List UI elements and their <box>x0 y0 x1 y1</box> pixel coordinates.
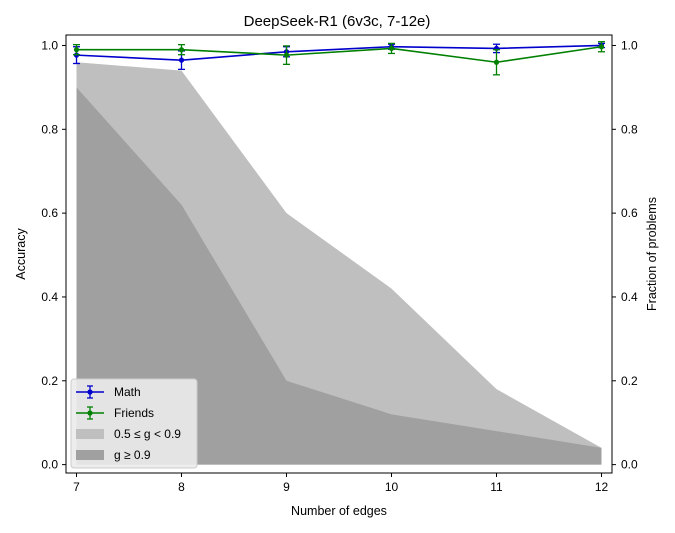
legend-label-friends: Friends <box>114 406 154 420</box>
y2-tick-label: 1.0 <box>621 38 638 52</box>
y-tick-label: 1.0 <box>41 38 58 52</box>
point-friends <box>493 59 500 65</box>
y-axis-right: 0.0 0.2 0.4 0.6 0.8 1.0 <box>612 38 638 472</box>
y-tick-label: 0.4 <box>41 290 58 304</box>
legend-label-0-5-g-0-9: 0.5 ≤ g < 0.9 <box>114 427 181 441</box>
x-tick-label: 10 <box>385 480 399 494</box>
legend-frame <box>70 378 198 469</box>
legend-swatch-0-5-g-0-9 <box>76 429 104 439</box>
x-tick-label: 12 <box>595 480 609 494</box>
chart-title: DeepSeek-R1 (6v3c, 7-12e) <box>244 13 431 30</box>
y-axis-label: Accuracy <box>14 228 28 280</box>
y-axis-left: 0.0 0.2 0.4 0.6 0.8 1.0 <box>41 38 66 472</box>
x-tick-label: 9 <box>283 480 290 494</box>
y2-tick-label: 0.2 <box>621 374 638 388</box>
y2-axis-label: Fraction of problems <box>645 197 659 311</box>
legend-swatch-g-0-9 <box>76 450 104 460</box>
x-tick-label: 11 <box>490 480 503 494</box>
x-axis: 7 8 9 10 11 12 <box>73 473 608 494</box>
x-tick-label: 8 <box>178 480 185 494</box>
legend-marker-math <box>87 389 93 395</box>
y2-tick-label: 0.8 <box>621 122 638 136</box>
x-tick-label: 7 <box>73 480 80 494</box>
y-tick-label: 0.8 <box>41 122 58 136</box>
y-tick-label: 0.2 <box>41 374 58 388</box>
point-friends <box>283 52 290 58</box>
area-g-0-9 <box>76 87 602 465</box>
line-layer <box>73 41 605 76</box>
legend-label-math: Math <box>114 385 141 399</box>
x-axis-label: Number of edges <box>291 504 387 518</box>
line-math <box>76 44 602 61</box>
point-friends <box>73 47 80 53</box>
y2-tick-label: 0.0 <box>621 458 638 472</box>
legend: Math Friends 0.5 ≤ g < 0.9 g ≥ 0.9 <box>70 378 198 469</box>
plot-frame <box>65 34 613 474</box>
area-layer <box>76 62 602 465</box>
y-tick-label: 0.0 <box>41 458 58 472</box>
point-friends <box>178 47 185 53</box>
y2-tick-label: 0.6 <box>621 206 638 220</box>
point-friends <box>598 44 605 50</box>
legend-label-g-0-9: g ≥ 0.9 <box>114 448 151 462</box>
y-tick-label: 0.6 <box>41 206 58 220</box>
point-math <box>178 57 185 63</box>
line-friends <box>76 45 602 64</box>
point-friends <box>388 45 395 52</box>
legend-marker-friends <box>87 410 93 416</box>
y2-tick-label: 0.4 <box>621 290 638 304</box>
